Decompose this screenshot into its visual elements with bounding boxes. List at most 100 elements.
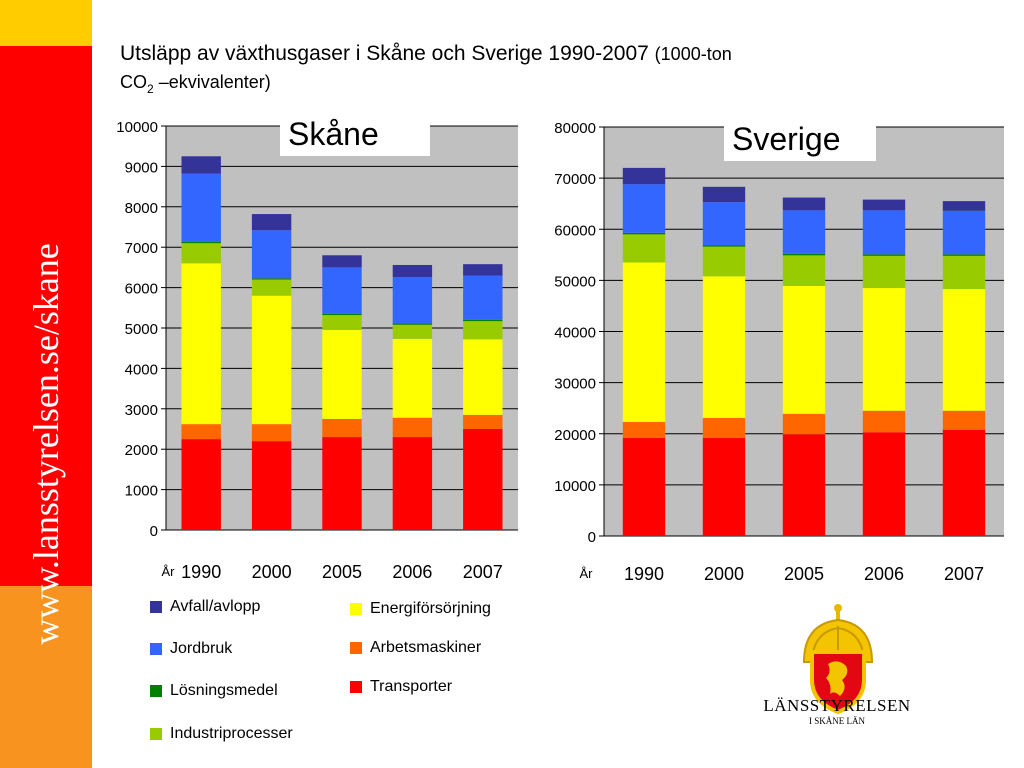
bar-segment — [862, 432, 906, 536]
logo-name: LÄNSSTYRELSEN — [763, 696, 911, 715]
x-tick-label: 1990 — [181, 562, 221, 582]
legend-item-jordbruk: Jordbruk — [150, 640, 232, 658]
y-tick-label: 9000 — [125, 159, 158, 176]
bar-segment — [942, 201, 986, 211]
bar-segment — [392, 437, 433, 530]
shield-icon — [810, 650, 866, 715]
bar-segment — [392, 417, 433, 438]
legend-item-energi: Energiförsörjning — [350, 600, 491, 618]
bar-segment — [181, 439, 221, 530]
bar-segment — [782, 197, 826, 211]
bar-segment — [251, 441, 292, 530]
bar-segment — [463, 264, 503, 276]
bar-segment — [322, 313, 362, 316]
bar-segment — [862, 210, 906, 255]
bar-segment — [782, 210, 826, 254]
x-axis-label: År — [580, 566, 594, 581]
bar-segment — [622, 232, 666, 235]
bar-segment — [942, 429, 986, 536]
legend-item-industri: Industriprocesser — [150, 725, 293, 743]
y-tick-label: 10000 — [554, 478, 596, 495]
bar-segment — [702, 245, 746, 247]
bar-segment — [702, 202, 746, 246]
bar-segment — [942, 255, 986, 290]
legend-item-losningsmedel: Lösningsmedel — [150, 682, 278, 700]
bar-segment — [702, 276, 746, 418]
y-tick-label: 7000 — [125, 240, 158, 257]
bar-segment — [463, 429, 503, 530]
legend-swatch-jordbruk — [150, 643, 162, 655]
bar-segment — [702, 437, 746, 536]
bar-segment — [942, 410, 986, 430]
bar-segment — [782, 253, 826, 256]
legend-swatch-arbetsmaskiner — [350, 642, 362, 654]
bar-segment — [392, 323, 433, 325]
x-tick-label: 2000 — [252, 562, 292, 582]
y-tick-label: 4000 — [125, 361, 158, 378]
y-tick-label: 70000 — [554, 171, 596, 188]
bar-segment — [181, 156, 221, 174]
bar-segment — [251, 295, 292, 425]
bar-segment — [622, 167, 666, 185]
x-tick-label: 2007 — [463, 562, 503, 582]
yellow-band — [0, 0, 92, 46]
sverige-chart-title: Sverige — [724, 117, 876, 161]
x-tick-label: 2007 — [944, 564, 984, 584]
bar-segment — [181, 241, 221, 244]
y-tick-label: 20000 — [554, 427, 596, 444]
y-tick-label: 60000 — [554, 222, 596, 239]
bar-segment — [622, 437, 666, 536]
x-tick-label: 1990 — [624, 564, 664, 584]
sverige-chart: 0 10000 20000 30000 40000 50000 60000 70000 8000… — [554, 120, 1004, 584]
title-unit-sub: 2 — [147, 82, 154, 97]
bar-segment — [322, 255, 362, 268]
bar-segment — [463, 321, 503, 340]
bar-segment — [942, 289, 986, 411]
bar-segment — [181, 173, 221, 242]
bar-segment — [622, 421, 666, 438]
bar-segment — [251, 214, 292, 231]
bar-segment — [862, 288, 906, 411]
y-tick-label: 6000 — [125, 281, 158, 298]
y-tick-label: 40000 — [554, 325, 596, 342]
x-tick-label: 2005 — [784, 564, 824, 584]
legend-swatch-industri — [150, 728, 162, 740]
legend-label-transporter: Transporter — [370, 678, 453, 695]
y-tick-label: 80000 — [554, 120, 596, 137]
bar-segment — [463, 339, 503, 415]
bar-segment — [463, 414, 503, 429]
y-tick-label: 2000 — [125, 442, 158, 459]
bar-segment — [181, 243, 221, 264]
bar-segment — [782, 434, 826, 536]
orange-band — [0, 586, 92, 768]
bar-segment — [622, 234, 666, 263]
url-text[interactable]: www.lansstyrelsen.se/skane — [26, 243, 66, 645]
y-tick-label: 5000 — [125, 321, 158, 338]
bar-segment — [392, 338, 433, 418]
skane-chart: 0 1000 2000 3000 4000 5000 6000 7000 8000 9000 100… — [116, 119, 518, 582]
bar-segment — [702, 186, 746, 203]
x-axis-label: År — [162, 564, 176, 579]
bar-segment — [322, 330, 362, 419]
x-tick-label: 2006 — [864, 564, 904, 584]
logo-sub: I SKÅNE LÄN — [809, 716, 865, 726]
y-tick-label: 10000 — [116, 119, 158, 136]
title-unit-b: CO — [120, 72, 147, 92]
legend-item-avfall: Avfall/avlopp — [150, 598, 260, 616]
bar-segment — [322, 315, 362, 331]
x-tick-label: 2005 — [322, 562, 362, 582]
title-unit-a: (1000-ton — [654, 44, 732, 64]
bar-segment — [782, 413, 826, 435]
lansstyrelsen-logo — [802, 604, 874, 715]
legend-label-avfall: Avfall/avlopp — [170, 598, 261, 615]
legend-label-arbetsmaskiner: Arbetsmaskiner — [370, 639, 482, 656]
bar-segment — [322, 267, 362, 314]
legend: Avfall/avlopp Energiförsörjning Jordbruk… — [150, 592, 550, 752]
legend-label-jordbruk: Jordbruk — [170, 640, 233, 657]
bar-segment — [251, 230, 292, 279]
bar-segment — [251, 278, 292, 280]
title-unit-c: –ekvivalenter) — [153, 72, 271, 92]
slide-title: Utsläpp av växthusgaser i Skåne och Sver… — [120, 40, 1000, 103]
legend-label-industri: Industriprocesser — [170, 725, 293, 742]
y-tick-label: 3000 — [125, 402, 158, 419]
